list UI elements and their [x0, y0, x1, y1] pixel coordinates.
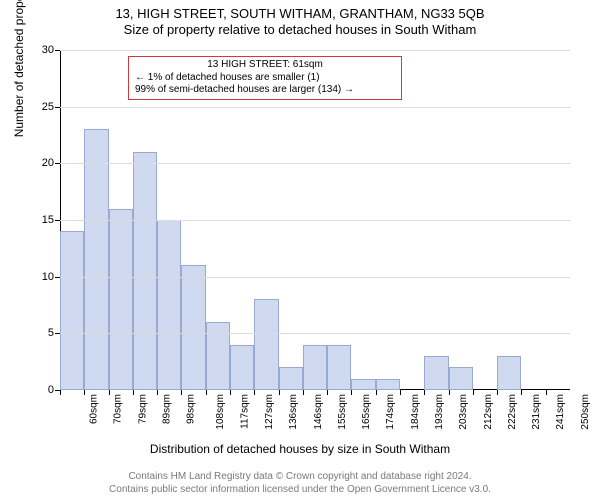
ytick-label: 15: [42, 214, 60, 226]
bar: [254, 299, 278, 390]
annotation-line3: 99% of semi-detached houses are larger (…: [135, 84, 395, 97]
bar: [181, 265, 205, 390]
xtick-mark: [84, 390, 85, 395]
bar: [376, 379, 400, 390]
bar: [449, 367, 473, 390]
bar: [303, 345, 327, 390]
ytick-label: 5: [48, 327, 60, 339]
xtick-label: 146sqm: [313, 394, 324, 430]
bar: [133, 152, 157, 390]
bar: [424, 356, 448, 390]
gridline: [60, 50, 570, 51]
page-title-line1: 13, HIGH STREET, SOUTH WITHAM, GRANTHAM,…: [0, 6, 600, 22]
xtick-mark: [109, 390, 110, 395]
xtick-mark: [400, 390, 401, 395]
xtick-label: 241sqm: [556, 394, 567, 430]
xtick-label: 165sqm: [361, 394, 372, 430]
ytick-label: 30: [42, 44, 60, 56]
xtick-mark: [133, 390, 134, 395]
gridline: [60, 277, 570, 278]
xtick-label: 60sqm: [89, 394, 100, 424]
bar: [109, 209, 133, 390]
ytick-label: 25: [42, 101, 60, 113]
xtick-label: 89sqm: [161, 394, 172, 424]
xtick-mark: [327, 390, 328, 395]
xtick-mark: [206, 390, 207, 395]
xtick-label: 117sqm: [239, 394, 250, 429]
xtick-mark: [521, 390, 522, 395]
xtick-mark: [376, 390, 377, 395]
bar: [60, 231, 84, 390]
footer-line2: Contains public sector information licen…: [0, 484, 600, 497]
ytick-label: 0: [48, 384, 60, 396]
bar: [497, 356, 521, 390]
bar: [279, 367, 303, 390]
annotation-line1: 13 HIGH STREET: 61sqm: [135, 59, 395, 72]
xtick-label: 212sqm: [483, 394, 494, 430]
xtick-label: 155sqm: [337, 394, 348, 430]
xtick-label: 193sqm: [434, 394, 445, 430]
footer-line1: Contains HM Land Registry data © Crown c…: [0, 471, 600, 484]
bar: [327, 345, 351, 390]
xtick-mark: [60, 390, 61, 395]
bar: [206, 322, 230, 390]
xtick-label: 127sqm: [264, 394, 275, 430]
gridline: [60, 220, 570, 221]
xtick-label: 136sqm: [288, 394, 299, 430]
gridline: [60, 163, 570, 164]
annotation-box: 13 HIGH STREET: 61sqm ← 1% of detached h…: [128, 56, 402, 100]
chart: 13 HIGH STREET: 61sqm ← 1% of detached h…: [60, 50, 570, 390]
xtick-mark: [254, 390, 255, 395]
xtick-label: 108sqm: [216, 394, 227, 430]
xtick-mark: [546, 390, 547, 395]
xtick-mark: [230, 390, 231, 395]
gridline: [60, 107, 570, 108]
bar: [157, 220, 181, 390]
ytick-label: 10: [42, 271, 60, 283]
xtick-label: 250sqm: [580, 394, 591, 430]
xtick-label: 231sqm: [531, 394, 542, 430]
xtick-mark: [181, 390, 182, 395]
xtick-label: 184sqm: [410, 394, 421, 430]
xtick-mark: [424, 390, 425, 395]
xtick-mark: [473, 390, 474, 395]
xtick-label: 174sqm: [386, 394, 397, 430]
xtick-mark: [279, 390, 280, 395]
footer: Contains HM Land Registry data © Crown c…: [0, 471, 600, 496]
xtick-mark: [157, 390, 158, 395]
xtick-label: 79sqm: [137, 394, 148, 424]
xtick-mark: [449, 390, 450, 395]
xtick-label: 70sqm: [113, 394, 124, 424]
bar: [351, 379, 375, 390]
xtick-mark: [303, 390, 304, 395]
y-axis-label: Number of detached properties: [12, 0, 26, 137]
xtick-label: 98sqm: [186, 394, 197, 424]
xtick-label: 222sqm: [507, 394, 518, 430]
page-title-line2: Size of property relative to detached ho…: [0, 22, 600, 38]
ytick-label: 20: [42, 157, 60, 169]
bar: [230, 345, 254, 390]
annotation-line2: ← 1% of detached houses are smaller (1): [135, 72, 395, 85]
bar: [84, 129, 108, 390]
xtick-mark: [497, 390, 498, 395]
x-axis-label: Distribution of detached houses by size …: [0, 442, 600, 456]
xtick-mark: [351, 390, 352, 395]
xtick-label: 203sqm: [458, 394, 469, 430]
gridline: [60, 333, 570, 334]
